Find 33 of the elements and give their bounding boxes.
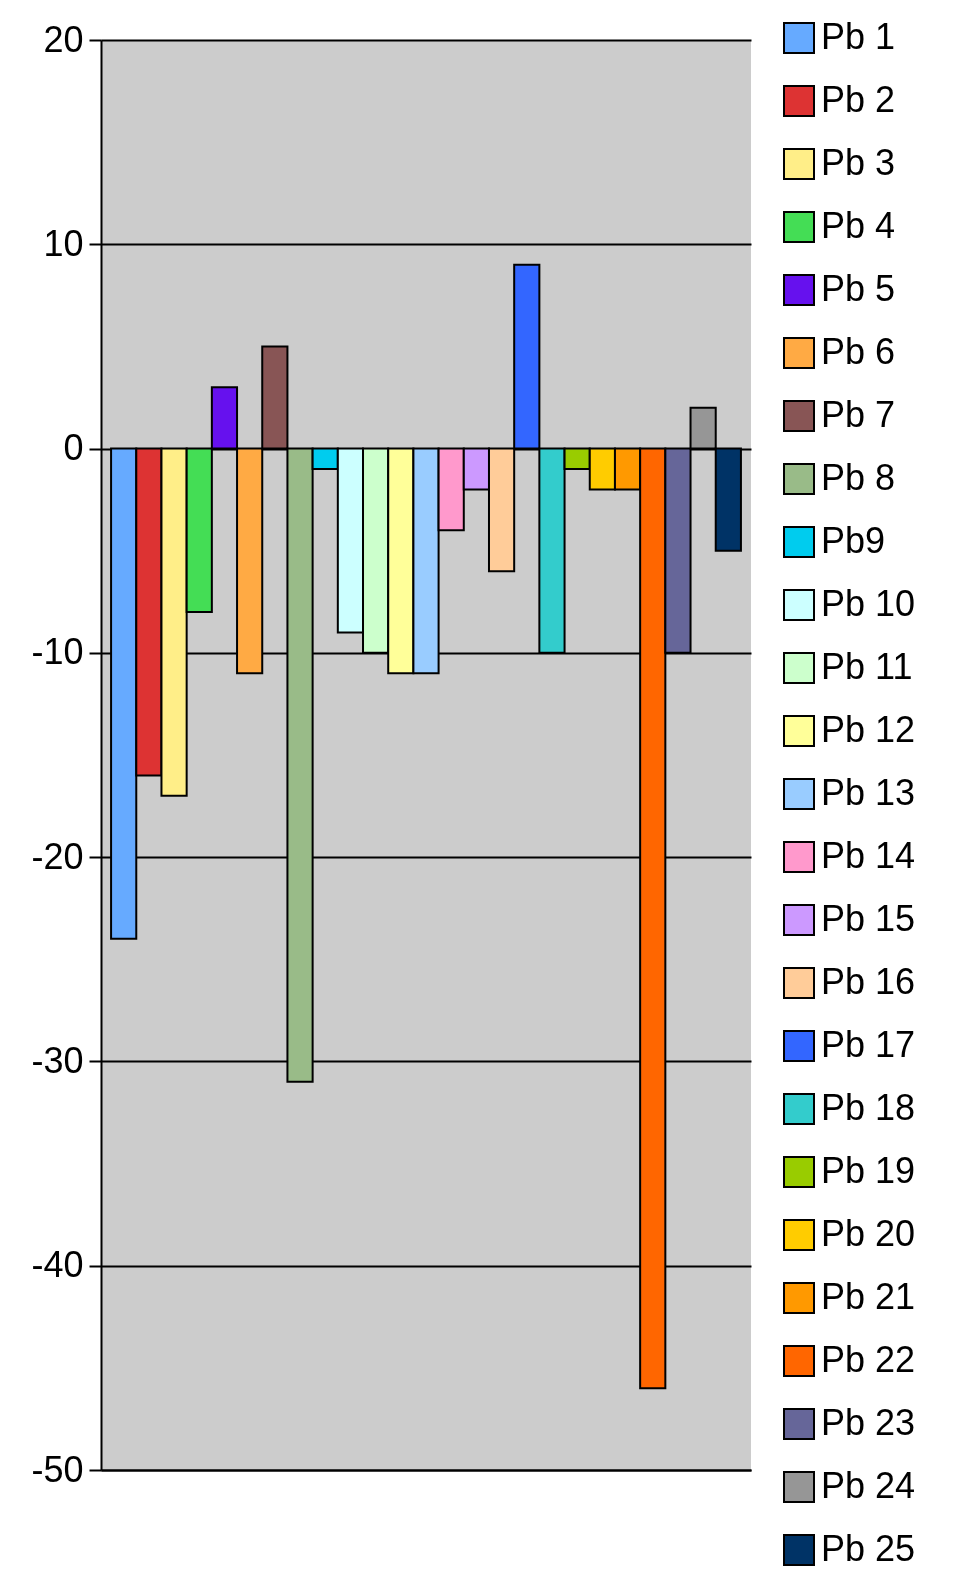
- legend-label: Pb 22: [821, 1339, 916, 1380]
- legend-label: Pb 8: [821, 457, 896, 498]
- legend-label: Pb 6: [821, 331, 896, 372]
- legend-label: Pb 3: [821, 142, 896, 183]
- legend-label: Pb 21: [821, 1276, 916, 1317]
- legend-label: Pb 7: [821, 394, 896, 435]
- legend-label: Pb 15: [821, 898, 916, 939]
- y-tick-label: -30: [31, 1039, 84, 1081]
- y-tick-label: -50: [31, 1448, 84, 1490]
- y-tick-label: 0: [63, 427, 84, 469]
- legend-label: Pb 16: [821, 961, 916, 1002]
- legend-label: Pb 11: [821, 646, 913, 687]
- legend-label: Pb9: [821, 520, 886, 561]
- y-tick-label: -40: [31, 1244, 84, 1286]
- legend-label: Pb 5: [821, 268, 896, 309]
- legend-label: Pb 23: [821, 1402, 916, 1443]
- legend-label: Pb 2: [821, 79, 896, 120]
- legend-label: Pb 1: [821, 16, 896, 57]
- legend-label: Pb 24: [821, 1465, 916, 1506]
- legend-label: Pb 13: [821, 772, 916, 813]
- legend-label: Pb 10: [821, 583, 916, 624]
- legend-label: Pb 18: [821, 1087, 916, 1128]
- legend-label: Pb 25: [821, 1528, 916, 1569]
- y-tick-label: 20: [43, 18, 84, 60]
- legend-label: Pb 17: [821, 1024, 916, 1065]
- y-tick-label: -10: [31, 631, 84, 673]
- legend-label: Pb 20: [821, 1213, 916, 1254]
- legend-label: Pb 4: [821, 205, 896, 246]
- y-tick-label: 10: [43, 222, 84, 264]
- legend-label: Pb 14: [821, 835, 916, 876]
- legend-label: Pb 12: [821, 709, 916, 750]
- legend-label: Pb 19: [821, 1150, 916, 1191]
- y-tick-label: -20: [31, 835, 84, 877]
